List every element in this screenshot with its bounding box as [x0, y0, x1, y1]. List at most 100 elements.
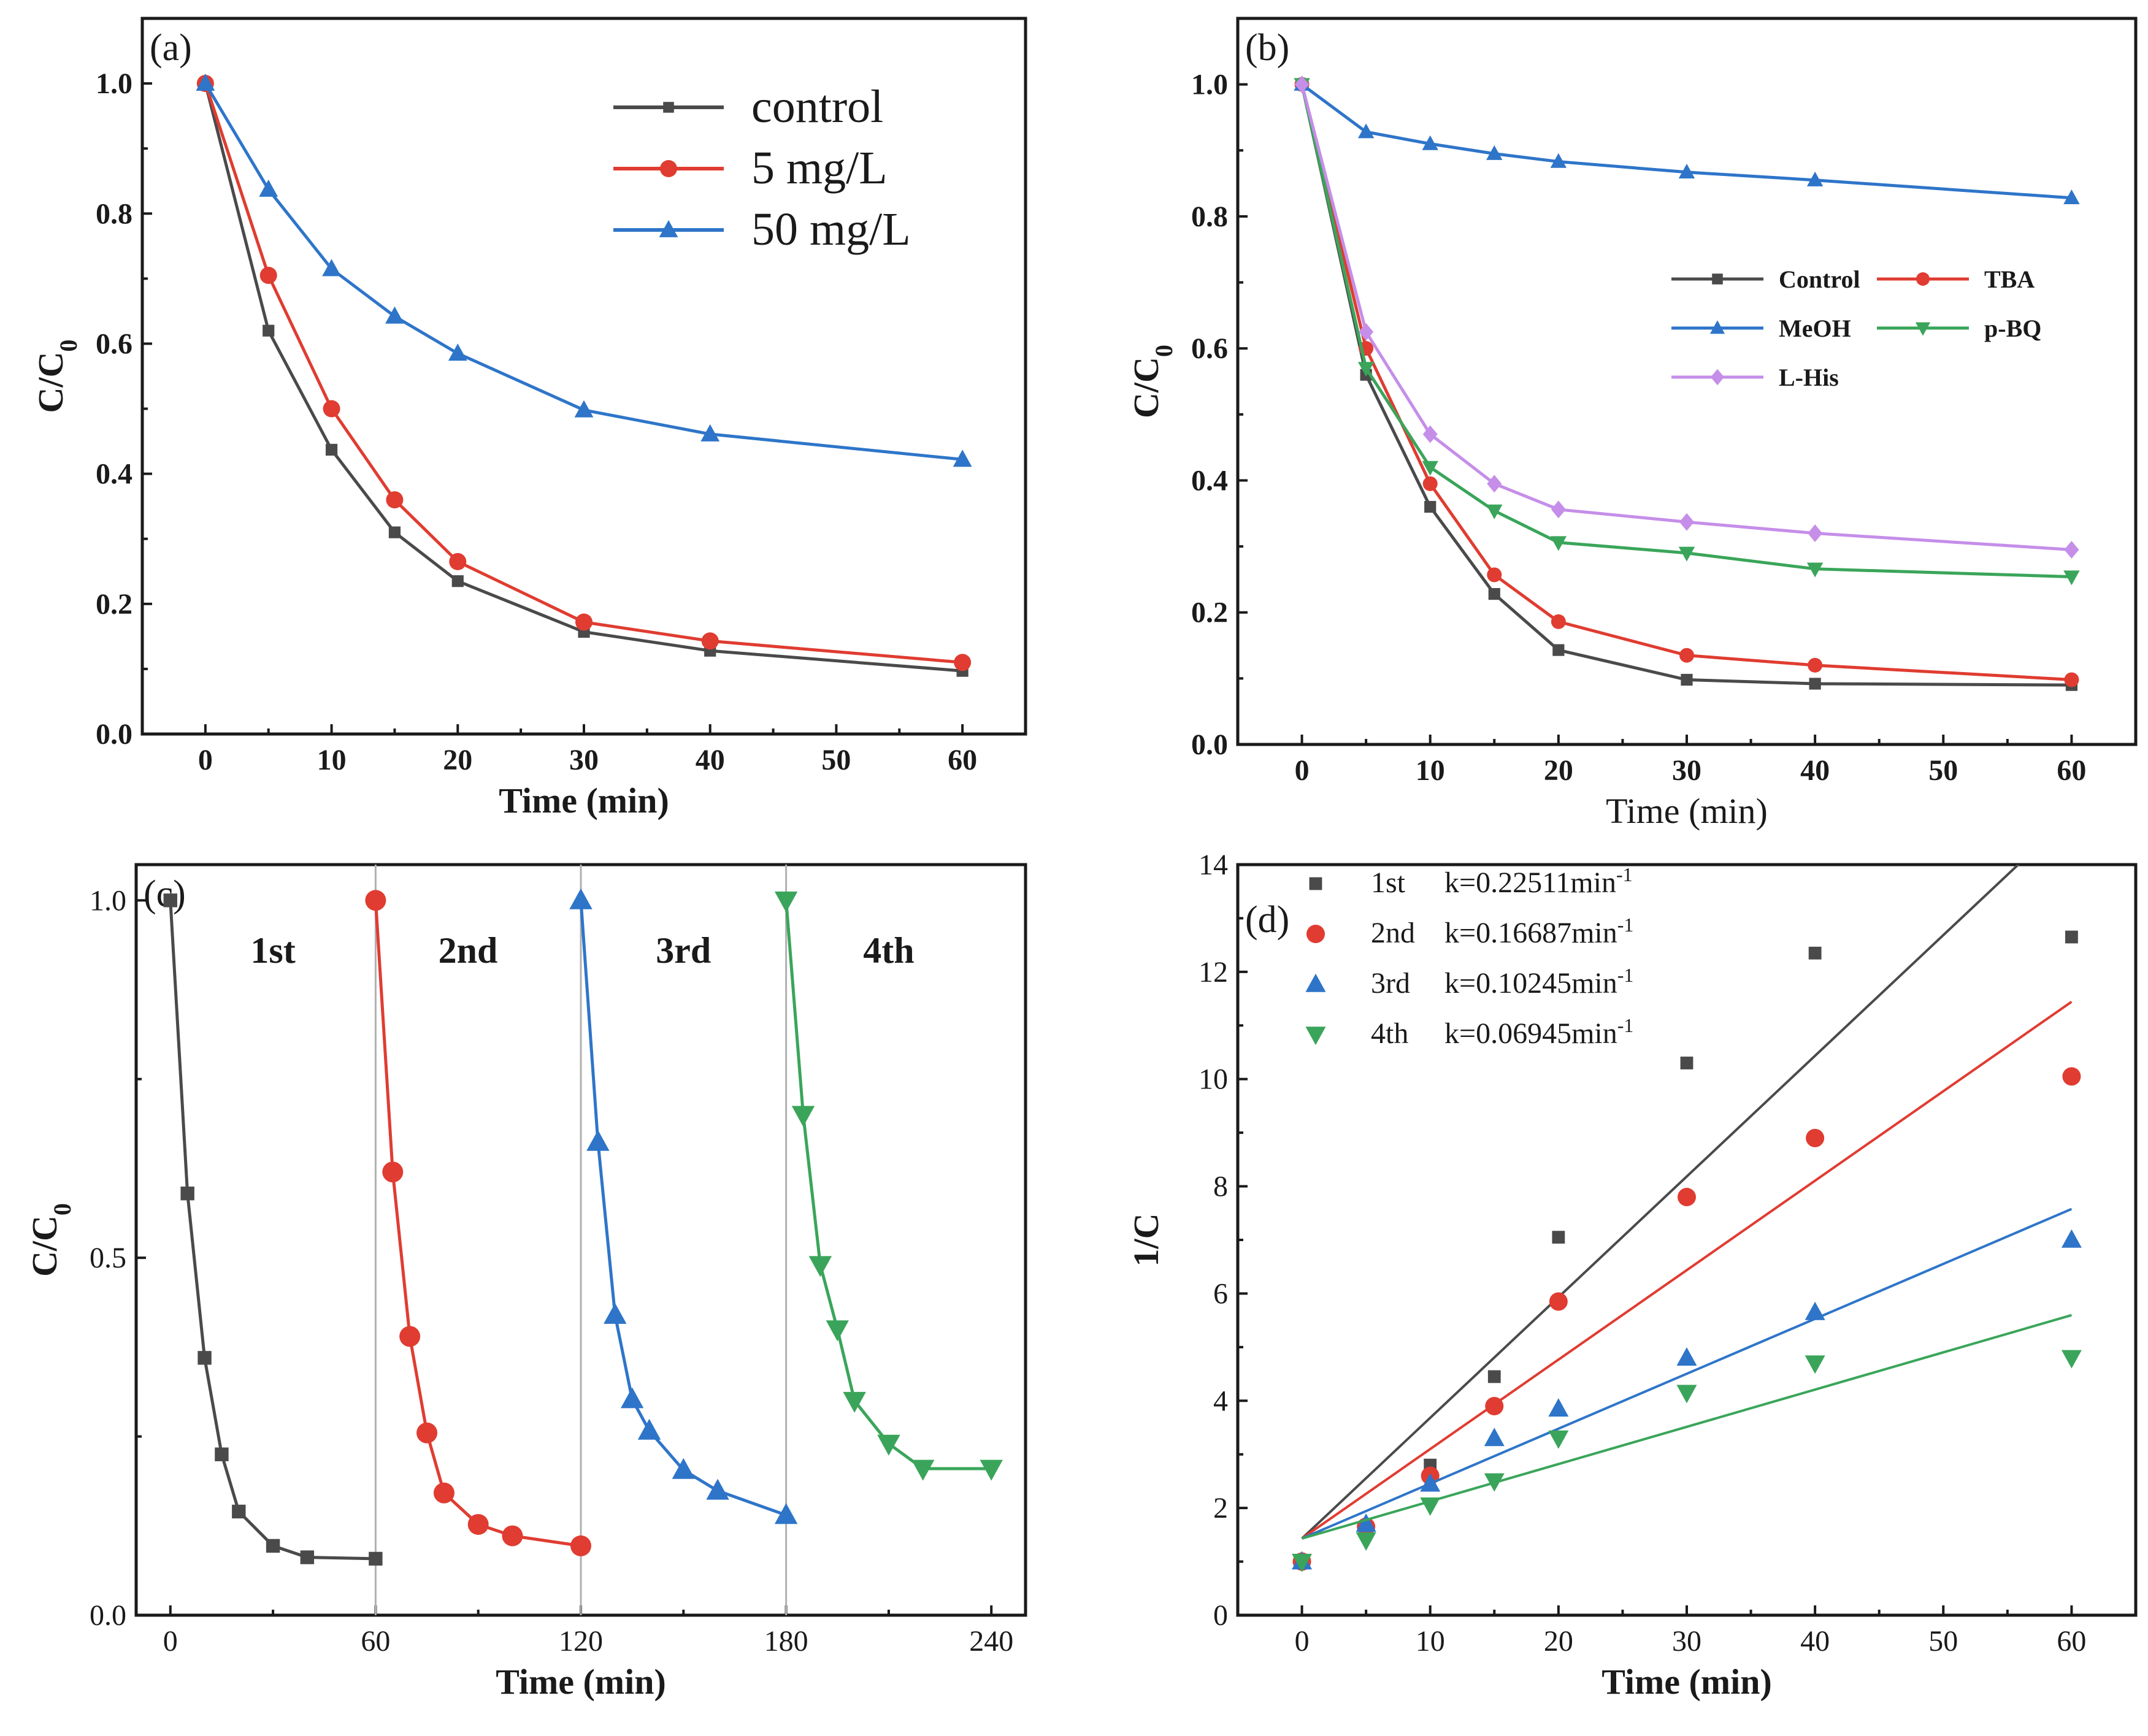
- y-tick-label: 1.0: [96, 67, 132, 100]
- x-tick-label: 40: [1800, 754, 1830, 787]
- data-point: [1422, 461, 1438, 476]
- data-point: [1424, 500, 1436, 513]
- data-point: [163, 893, 177, 908]
- data-point: [1678, 163, 1695, 178]
- legend-marker: [1711, 369, 1724, 386]
- data-point: [1486, 145, 1503, 160]
- series-line: [204, 83, 963, 664]
- data-point: [1357, 123, 1375, 139]
- legend-label: MeOH: [1779, 315, 1851, 342]
- x-tick-label: 0: [1295, 754, 1310, 787]
- legend-label: 2nd: [1371, 917, 1415, 949]
- y-axis-title: C/C0: [25, 1203, 76, 1277]
- x-axis-title: Time (min): [1601, 1662, 1772, 1702]
- data-point: [791, 1106, 815, 1127]
- series-2nd: [365, 890, 591, 1556]
- data-point: [1552, 644, 1565, 656]
- data-point: [365, 890, 386, 911]
- panel-label: (d): [1245, 899, 1289, 941]
- series-control: [1295, 78, 2078, 691]
- data-point: [198, 1351, 212, 1365]
- data-point: [1808, 524, 1823, 542]
- data-point: [877, 1434, 900, 1456]
- x-tick-label: 10: [1416, 1625, 1445, 1658]
- data-point: [399, 1326, 421, 1347]
- data-point: [575, 613, 593, 631]
- data-point: [215, 1447, 229, 1461]
- data-point: [1484, 1428, 1505, 1447]
- y-tick-label: 1.0: [90, 884, 126, 917]
- x-tick-label: 50: [1928, 754, 1958, 787]
- data-point: [1292, 1553, 1313, 1572]
- x-tick-label: 20: [1544, 1625, 1573, 1658]
- data-point: [1808, 946, 1822, 960]
- x-tick-label: 60: [2057, 754, 2086, 787]
- y-tick-label: 0.0: [90, 1599, 126, 1632]
- data-point: [196, 73, 215, 91]
- y-tick-label: 6: [1213, 1277, 1228, 1310]
- data-point: [2062, 1067, 2081, 1086]
- data-point: [953, 449, 972, 467]
- data-point: [1549, 1292, 1568, 1311]
- y-tick-label: 0.0: [96, 718, 132, 751]
- y-tick-label: 10: [1199, 1063, 1228, 1096]
- series-l-his: [1294, 75, 2079, 559]
- legend-k-value: k=0.06945min-1: [1444, 1014, 1633, 1050]
- legend-marker: [1305, 973, 1326, 992]
- legend-label: 4th: [1371, 1017, 1408, 1050]
- data-point: [637, 1418, 661, 1440]
- series-line: [374, 900, 581, 1548]
- legend-k-value: k=0.10245min-1: [1444, 964, 1633, 1000]
- legend-label: 1st: [1371, 866, 1406, 899]
- data-point: [232, 1504, 246, 1519]
- x-tick-label: 240: [969, 1625, 1013, 1658]
- series-line: [1300, 84, 2072, 682]
- data-point: [1420, 1473, 1441, 1492]
- cycle-label: 2nd: [439, 930, 498, 971]
- data-point: [700, 424, 720, 442]
- legend-k-value: k=0.22511min-1: [1444, 863, 1633, 899]
- y-tick-label: 8: [1213, 1171, 1228, 1203]
- data-point: [1487, 1370, 1501, 1383]
- y-tick-label: 0.5: [90, 1242, 126, 1274]
- y-tick-label: 1.0: [1191, 69, 1228, 101]
- series-line: [204, 82, 963, 461]
- series-4th: [1292, 1313, 2082, 1572]
- x-tick-label: 120: [559, 1625, 603, 1658]
- data-point: [2064, 672, 2079, 687]
- data-point: [322, 259, 341, 277]
- data-point: [467, 1513, 489, 1535]
- data-point: [1356, 1513, 1376, 1532]
- legend-marker: [1916, 272, 1930, 286]
- x-tick-label: 10: [1416, 754, 1445, 787]
- data-point: [672, 1458, 696, 1479]
- data-point: [1806, 562, 1824, 578]
- x-axis-title: Time (min): [499, 781, 669, 820]
- data-point: [1422, 425, 1438, 443]
- data-point: [2061, 1229, 2082, 1248]
- data-point: [604, 1302, 627, 1324]
- legend-label: TBA: [1984, 266, 2035, 293]
- series-1st: [163, 893, 383, 1566]
- series-line: [579, 900, 787, 1517]
- data-point: [300, 1550, 315, 1564]
- series-line: [169, 900, 376, 1561]
- data-point: [1676, 1347, 1697, 1366]
- data-point: [1422, 476, 1438, 491]
- data-point: [701, 632, 719, 650]
- data-point: [826, 1320, 849, 1342]
- panel-label: (b): [1245, 27, 1289, 69]
- x-tick-label: 40: [696, 744, 725, 776]
- y-axis-title: C/C0: [1126, 345, 1178, 418]
- x-tick-label: 30: [1672, 754, 1701, 787]
- legend-label: Control: [1779, 266, 1860, 293]
- y-tick-label: 0.0: [1191, 728, 1228, 761]
- y-tick-label: 0: [1213, 1599, 1228, 1632]
- data-point: [388, 526, 401, 538]
- data-point: [1551, 500, 1566, 519]
- x-axis-title: Time (min): [1606, 791, 1768, 831]
- legend-marker: [1709, 320, 1725, 334]
- series-3rd: [569, 888, 798, 1524]
- series-p-bq: [1294, 78, 2080, 586]
- data-point: [2063, 570, 2080, 586]
